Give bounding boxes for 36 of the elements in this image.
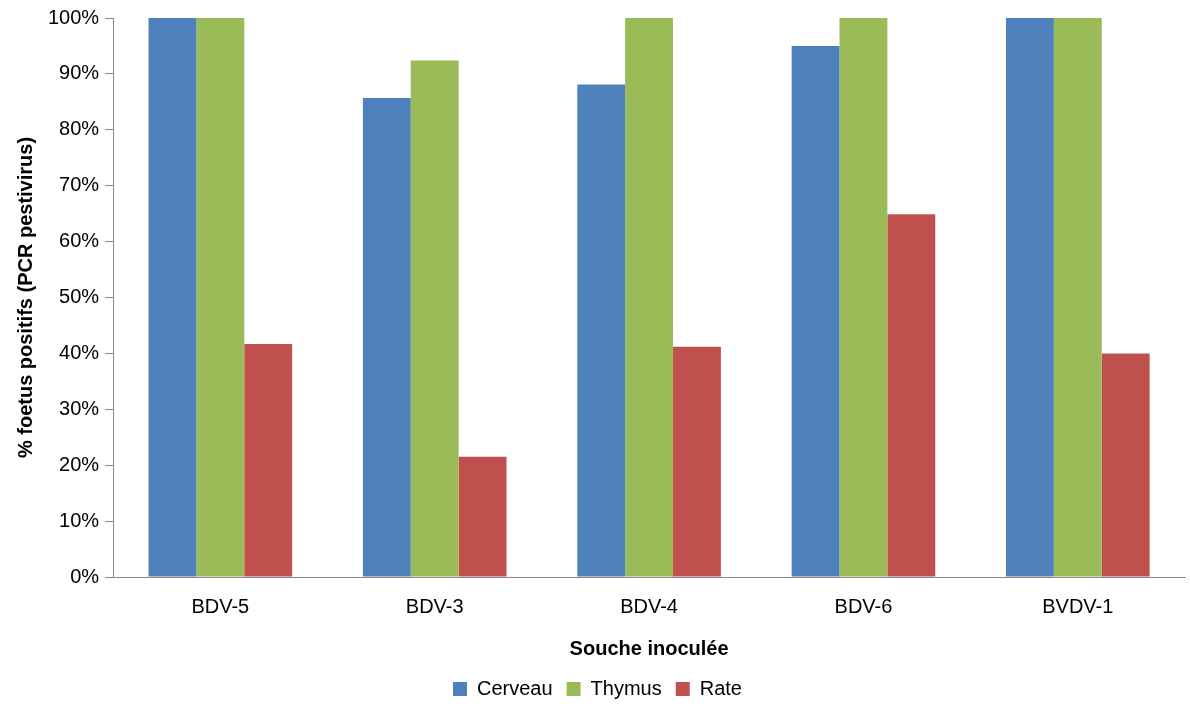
legend-label: Thymus (590, 676, 662, 699)
bar (1101, 353, 1150, 577)
y-tick-label: 40% (59, 340, 100, 363)
bar (887, 214, 936, 577)
y-tick-label: 100% (48, 5, 100, 28)
bar (1053, 18, 1102, 577)
y-tick-label: 70% (59, 173, 100, 196)
bar (148, 18, 197, 577)
bar (839, 18, 888, 577)
legend-label: Cerveau (477, 676, 553, 699)
bar (410, 60, 459, 577)
x-tick-label: BDV-5 (191, 594, 250, 617)
bar (791, 45, 840, 577)
y-tick-label: 80% (59, 117, 100, 140)
x-tick-label: BDV-3 (405, 594, 464, 617)
x-tick-label: BVDV-1 (1042, 594, 1114, 617)
legend-label: Rate (699, 676, 742, 699)
x-tick-label: BDV-4 (620, 594, 678, 617)
y-tick-label: 0% (70, 564, 100, 587)
y-tick-label: 60% (59, 229, 100, 252)
bar (673, 346, 721, 577)
bar (1006, 18, 1054, 577)
bar (362, 97, 411, 577)
x-axis-title: Souche inoculée (569, 636, 729, 659)
y-tick-label: 30% (59, 396, 100, 419)
bar (196, 18, 245, 577)
y-tick-label: 20% (59, 452, 100, 475)
bar (625, 18, 674, 577)
y-axis-title: % foetus positifs (PCR pestivirus) (13, 136, 36, 459)
x-tick-label: BDV-6 (834, 594, 893, 617)
y-tick-label: 90% (59, 61, 100, 84)
y-tick-label: 50% (59, 285, 100, 308)
bar (458, 456, 507, 577)
bar (577, 84, 626, 577)
bar (244, 343, 293, 577)
y-tick-label: 10% (59, 508, 100, 531)
